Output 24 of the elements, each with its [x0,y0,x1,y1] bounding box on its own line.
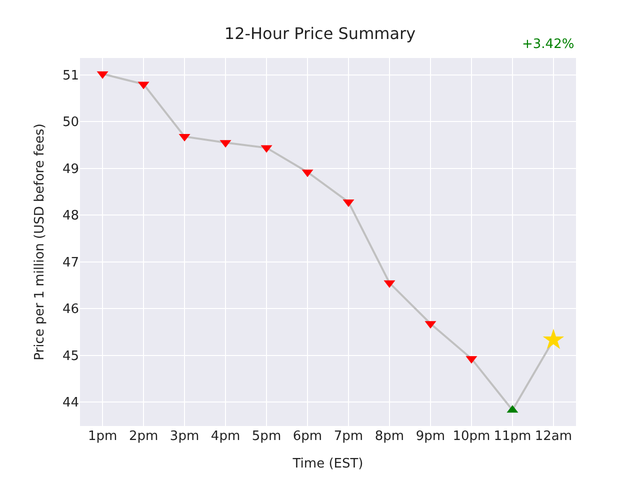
y-tick-label: 46 [62,302,79,318]
x-tick-label: 4pm [210,429,240,444]
y-tick-label: 49 [62,162,79,177]
x-tick-label: 9pm [416,429,446,444]
x-tick-label: 10pm [452,429,490,444]
x-tick-label: 7pm [334,429,364,444]
y-tick-label: 47 [62,255,79,270]
y-tick-label: 48 [62,208,79,224]
y-axis-title: Price per 1 million (USD before fees) [32,124,48,360]
y-tick-label: 44 [62,396,79,411]
text: +3.42% [522,37,574,52]
x-tick-label: 3pm [170,429,200,444]
y-tick-label: 50 [62,115,79,130]
x-tick-label: 5pm [252,429,282,444]
y-tick-label: 45 [62,348,79,364]
x-tick-label: 1pm [88,429,118,444]
x-tick-label: 11pm [494,429,532,444]
chart-title: 12-Hour Price Summary [224,24,416,44]
x-tick-label: 12am [534,429,572,444]
x-axis-title: Time (EST) [292,456,364,472]
y-tick-label: 51 [62,68,79,84]
x-tick-label: 2pm [128,429,158,444]
x-tick-label: 6pm [292,429,322,444]
x-tick-label: 8pm [374,429,404,444]
